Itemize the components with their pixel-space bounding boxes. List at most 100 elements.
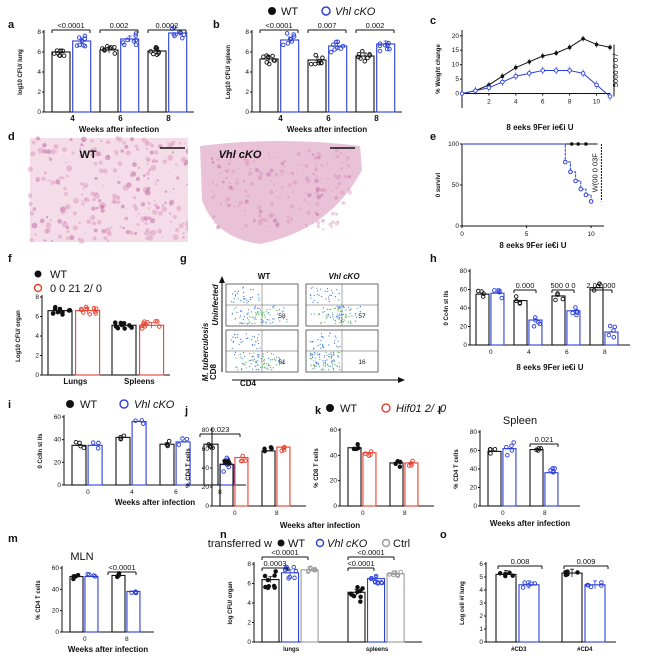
c-ytick-label: 20 <box>452 33 460 40</box>
d-ko-tissue <box>342 202 344 204</box>
d-wt-tissue <box>94 238 97 241</box>
g-event <box>235 357 237 359</box>
g-event <box>333 360 335 362</box>
d-wt-tissue <box>147 234 154 241</box>
d-wt-tissue <box>126 182 132 188</box>
d-ko-tissue <box>269 189 274 195</box>
d-ko-tissue <box>219 202 223 206</box>
g-event <box>327 368 330 371</box>
d-ko-tissue <box>258 209 263 214</box>
d-wt-tissue <box>65 211 68 213</box>
f-legend-wt-label: WT <box>50 269 67 281</box>
g-event <box>273 307 275 309</box>
g-event <box>348 316 350 318</box>
g-cd4-arrowhead <box>398 377 405 383</box>
g-event <box>326 354 328 357</box>
g-event <box>318 294 320 296</box>
g-event <box>248 360 250 362</box>
k-ytick-label: 20 <box>330 478 338 485</box>
d-wt-tissue <box>111 198 117 204</box>
e-ko-point <box>578 186 584 192</box>
d-ko-tissue <box>339 152 342 154</box>
f-point <box>157 324 162 329</box>
d-wt-tissue <box>73 197 79 204</box>
e-wt-point <box>576 142 580 146</box>
g-event <box>331 366 333 368</box>
g-event <box>317 339 319 341</box>
g-event <box>271 359 273 361</box>
h-point <box>570 310 575 316</box>
d-ko-tissue <box>213 215 216 218</box>
i-legend-wt-label: WT <box>80 399 97 411</box>
c-wt-point <box>540 54 545 58</box>
g-event <box>320 321 322 323</box>
m-point <box>75 572 81 578</box>
c-wt-point <box>608 45 612 50</box>
d-wt-tissue <box>79 154 83 158</box>
d-wt-tissue <box>149 150 154 155</box>
d-ko-tissue <box>307 202 310 205</box>
h-point <box>499 295 505 301</box>
j-point <box>243 458 248 463</box>
n-xtick-label: spleens <box>366 647 389 653</box>
b-bar <box>376 43 396 113</box>
g-event <box>329 294 331 296</box>
d-ko-tissue <box>316 162 318 165</box>
h-point <box>533 318 538 323</box>
d-wt-tissue <box>61 221 68 228</box>
d-ko-tissue <box>255 155 260 160</box>
j-bar <box>234 456 249 507</box>
j-xtick-label: 8 <box>275 510 279 517</box>
g-event <box>336 305 338 307</box>
g-event <box>234 354 236 356</box>
d-ko-tissue <box>244 223 248 228</box>
d-wt-tissue <box>155 180 158 183</box>
d-wt-tissue <box>63 221 66 224</box>
d-wt-tissue <box>146 158 151 162</box>
d-wt-tissue <box>164 190 168 193</box>
g-event <box>337 340 339 342</box>
g-event <box>324 365 326 367</box>
g-event <box>231 313 233 315</box>
d-ko-tissue <box>211 181 215 184</box>
h-point <box>606 332 612 338</box>
g-event <box>240 322 242 324</box>
d-ko-tissue <box>335 176 338 180</box>
g-event <box>310 341 312 343</box>
d-wt-tissue <box>147 201 151 205</box>
d-ko-tissue <box>321 228 325 231</box>
l-point <box>534 447 539 452</box>
g-event <box>342 313 344 316</box>
d-wt-tissue <box>88 199 91 202</box>
o-point <box>563 572 569 578</box>
b-bar <box>307 59 327 113</box>
d-wt-tissue <box>144 221 148 226</box>
g-event <box>251 296 254 298</box>
d-ko-tissue <box>301 164 304 167</box>
m-point <box>87 572 92 577</box>
a-point <box>120 40 126 45</box>
n-legend-prefix: transferred w <box>208 538 272 550</box>
d-ko-tissue <box>256 205 262 210</box>
g-event <box>279 320 281 322</box>
g-event <box>257 311 259 314</box>
n-legend-wt-label: WT <box>288 538 305 550</box>
g-event <box>246 299 248 302</box>
a-ytick-label: 6 <box>37 49 41 56</box>
d-ko-tissue <box>298 163 301 166</box>
d-ko-tissue <box>244 189 248 193</box>
g-event <box>337 355 339 357</box>
i-point <box>78 443 83 449</box>
d-wt-tissue <box>178 142 182 145</box>
d-ko-tissue <box>216 225 221 230</box>
d-ko-tissue <box>319 188 324 192</box>
g-event <box>245 361 247 364</box>
g-event <box>241 323 243 325</box>
g-event <box>337 356 339 358</box>
d-wt-tissue <box>145 156 150 161</box>
g-event <box>263 358 265 360</box>
d-wt-tissue <box>142 186 149 193</box>
n-point <box>272 585 277 590</box>
f-point <box>79 307 85 313</box>
g-event <box>336 313 338 315</box>
